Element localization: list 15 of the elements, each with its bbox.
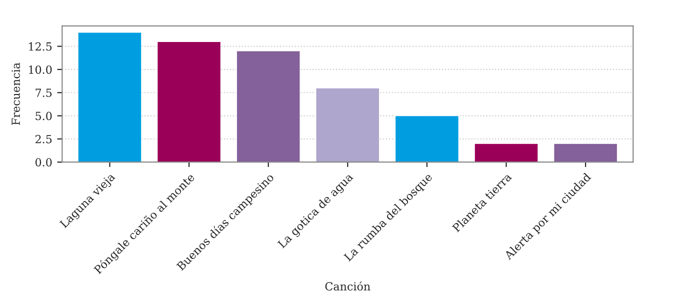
- y-tick-label: 12.5: [29, 42, 52, 51]
- y-tick-label: 5.0: [36, 112, 52, 120]
- bar: [316, 88, 380, 162]
- bar: [474, 143, 538, 162]
- bar: [394, 115, 460, 162]
- y-tick-label: 2.5: [36, 134, 52, 144]
- bar: [236, 50, 300, 162]
- bar: [156, 41, 222, 162]
- y-tick-label: 10.0: [29, 65, 52, 74]
- bar: [78, 32, 142, 162]
- bar: [553, 143, 618, 162]
- x-axis-title: Canción: [325, 281, 370, 291]
- y-tick-label: 7.5: [36, 88, 52, 98]
- y-tick-label: 0.0: [35, 158, 52, 166]
- y-axis-title: Frecuencia: [12, 62, 20, 125]
